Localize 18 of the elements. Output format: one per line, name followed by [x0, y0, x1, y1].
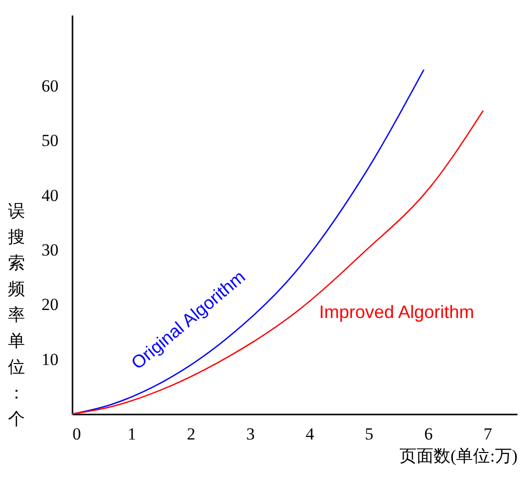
x-tick-label: 2	[186, 424, 196, 444]
series-label: Improved Algorithm	[319, 302, 474, 322]
y-tick-label: 30	[42, 240, 58, 260]
y-tick-label: 20	[42, 295, 58, 314]
x-tick-label: 7	[484, 424, 493, 444]
line-series	[71, 110, 484, 415]
y-tick-label: 40	[42, 186, 58, 205]
x-tick-label: 1	[128, 424, 136, 444]
x-tick-label: 4	[306, 424, 315, 444]
y-tick-label: 50	[42, 131, 58, 150]
y-tick-label: 60	[42, 76, 58, 96]
x-tick-label: 0	[72, 424, 81, 444]
x-tick-label: 3	[246, 424, 255, 444]
x-tick-label: 5	[364, 424, 374, 444]
x-axis-title: 页面数(单位:万)	[399, 446, 518, 466]
x-tick-label: 6	[424, 424, 433, 444]
y-tick-label: 10	[42, 350, 58, 369]
text: 误搜索频率单位：个	[8, 202, 25, 430]
